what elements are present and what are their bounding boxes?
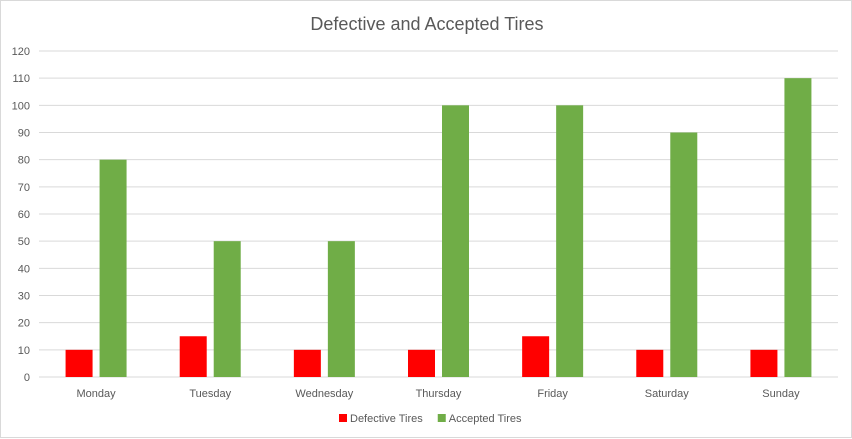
x-tick-label: Sunday [762, 388, 800, 400]
x-tick-label: Thursday [416, 388, 462, 400]
y-tick-label: 70 [18, 182, 30, 194]
x-tick-label: Wednesday [295, 388, 353, 400]
bar-accepted-tires [784, 78, 812, 378]
bar-accepted-tires [327, 241, 355, 377]
legend-label: Accepted Tires [449, 413, 522, 425]
x-tick-label: Saturday [645, 388, 690, 400]
legend-label: Defective Tires [350, 413, 423, 425]
legend-swatch [339, 414, 347, 422]
y-tick-label: 120 [12, 46, 30, 58]
bar-accepted-tires [442, 105, 469, 377]
y-tick-label: 100 [12, 100, 30, 112]
bar-defective-tires [636, 349, 664, 377]
y-tick-label: 40 [18, 263, 30, 275]
y-tick-label: 90 [18, 128, 30, 140]
y-tick-label: 80 [18, 155, 30, 167]
bar-accepted-tires [213, 241, 241, 377]
y-tick-label: 20 [18, 318, 30, 330]
y-tick-label: 30 [18, 291, 30, 303]
chart-title: Defective and Accepted Tires [310, 14, 543, 34]
bar-defective-tires [179, 336, 207, 377]
bar-accepted-tires [670, 132, 698, 377]
legend-swatch [437, 414, 446, 422]
bar-defective-tires [65, 349, 93, 377]
bar-accepted-tires [99, 159, 127, 377]
bar-accepted-tires [556, 105, 584, 377]
bar-defective-tires [408, 349, 435, 377]
y-tick-label: 110 [12, 73, 30, 85]
bar-defective-tires [522, 336, 550, 377]
y-tick-label: 10 [18, 345, 30, 357]
y-tick-label: 50 [18, 236, 30, 248]
x-tick-label: Tuesday [189, 388, 231, 400]
x-tick-label: Friday [537, 388, 568, 400]
x-tick-label: Monday [77, 388, 117, 400]
y-tick-label: 0 [24, 372, 30, 384]
bar-defective-tires [293, 349, 321, 377]
bar-defective-tires [750, 349, 778, 377]
y-tick-label: 60 [18, 209, 30, 221]
